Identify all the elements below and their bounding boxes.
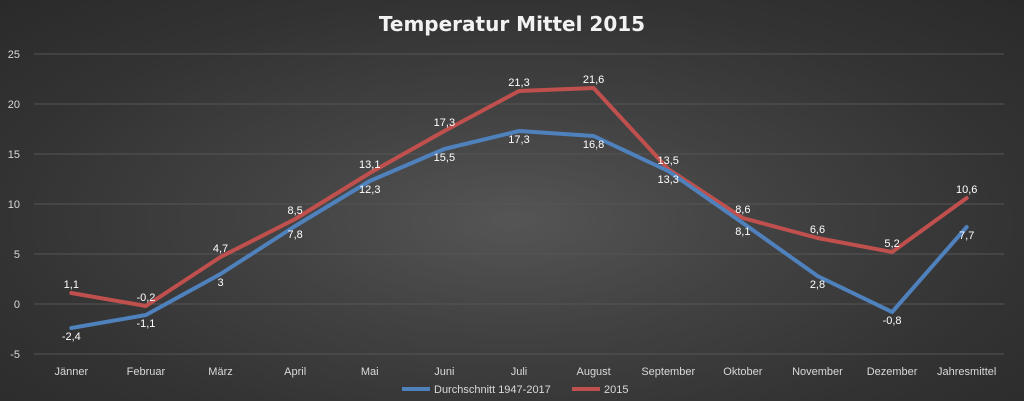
data-label: 21,6 — [583, 74, 604, 86]
series-line-2015 — [69, 86, 969, 308]
data-label: 1,1 — [64, 279, 79, 291]
data-label: 6,6 — [810, 224, 825, 236]
data-label: 8,5 — [288, 205, 303, 217]
x-tick-label: September — [641, 366, 695, 378]
data-label: 16,8 — [583, 139, 604, 151]
data-labels: -2,4 -1,1 3 7,8 12,3 15,5 17,3 16,8 13,3 8,1 2,8 -0… — [62, 74, 978, 343]
data-label: -0,2 — [136, 292, 155, 304]
data-label: 7,8 — [288, 229, 303, 241]
data-label: 2,8 — [810, 279, 825, 291]
data-label: 13,1 — [359, 159, 380, 171]
legend: Durchschnitt 1947-2017 2015 — [402, 384, 628, 396]
data-label: 5,2 — [884, 238, 899, 250]
x-tick-label: Oktober — [723, 366, 762, 378]
y-tick-label: 5 — [14, 249, 20, 261]
y-tick-label: 10 — [8, 199, 20, 211]
x-tick-label: April — [284, 366, 306, 378]
data-label: 8,6 — [735, 204, 750, 216]
data-label: 13,3 — [658, 174, 679, 186]
data-label: 21,3 — [508, 77, 529, 89]
x-tick-label: Februar — [127, 366, 166, 378]
x-tick-label: August — [576, 366, 610, 378]
data-label: 7,7 — [959, 230, 974, 242]
x-tick-label: Jahresmittel — [937, 366, 996, 378]
y-axis: -5 0 5 10 15 20 25 — [8, 49, 20, 361]
x-tick-label: März — [208, 366, 232, 378]
x-tick-label: Mai — [361, 366, 379, 378]
data-label: 3 — [217, 277, 223, 289]
data-label: 15,5 — [434, 152, 455, 164]
y-tick-label: 20 — [8, 99, 20, 111]
x-axis: Jänner Februar März April Mai Juni Juli August S… — [54, 366, 996, 378]
y-tick-label: 0 — [14, 299, 20, 311]
legend-label: Durchschnitt 1947-2017 — [434, 384, 551, 396]
data-label: 8,1 — [735, 226, 750, 238]
chart-title: Temperatur Mittel 2015 — [379, 12, 645, 36]
data-label: -2,4 — [62, 331, 81, 343]
y-tick-label: 15 — [8, 149, 20, 161]
data-label: 17,3 — [434, 117, 455, 129]
series-line-durchschnitt — [69, 129, 969, 330]
x-tick-label: Juni — [434, 366, 454, 378]
series-lines — [69, 86, 969, 330]
x-tick-label: Dezember — [867, 366, 918, 378]
data-label: 17,3 — [508, 134, 529, 146]
data-label: 13,5 — [658, 155, 679, 167]
x-tick-label: Juli — [511, 366, 528, 378]
data-label: 12,3 — [359, 184, 380, 196]
grid — [34, 53, 1004, 355]
legend-label: 2015 — [604, 384, 628, 396]
x-tick-label: November — [792, 366, 843, 378]
y-tick-label: -5 — [10, 349, 20, 361]
data-label: 4,7 — [213, 243, 228, 255]
y-tick-label: 25 — [8, 49, 20, 61]
data-label: -1,1 — [136, 318, 155, 330]
data-label: 10,6 — [956, 184, 977, 196]
x-tick-label: Jänner — [54, 366, 88, 378]
data-label: -0,8 — [883, 315, 902, 327]
